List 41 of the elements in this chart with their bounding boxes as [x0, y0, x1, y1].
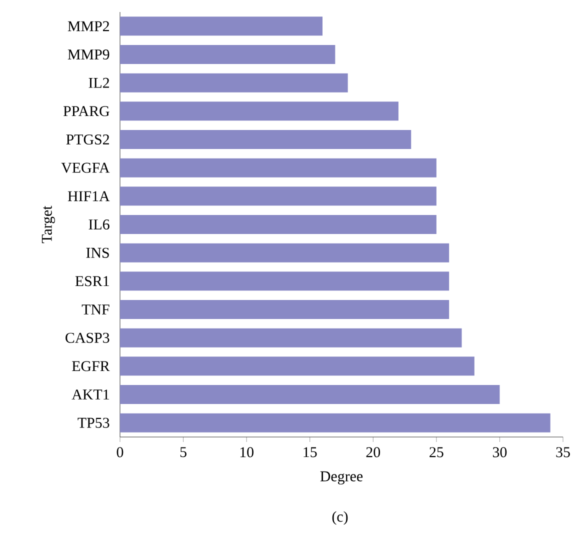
bar — [120, 158, 436, 178]
text: (c) — [332, 511, 348, 525]
x-tick-label: 30 — [492, 447, 507, 458]
bar — [120, 300, 450, 320]
y-tick-label: MMP2 — [68, 21, 109, 32]
bar — [120, 215, 436, 234]
bar — [120, 272, 450, 291]
x-tick-label: 15 — [304, 447, 317, 458]
x-tick-label: 0 — [116, 447, 124, 458]
bar — [120, 186, 436, 206]
bar — [120, 328, 462, 348]
y-tick-label: PTGS2 — [66, 134, 109, 145]
y-tick-label: MMP9 — [68, 49, 110, 60]
y-tick-label: TNF — [82, 304, 110, 314]
y-tick-label: IL2 — [88, 78, 109, 88]
bar — [120, 243, 450, 262]
bar — [120, 73, 348, 92]
bar — [120, 16, 323, 36]
y-tick-label: INS — [86, 248, 109, 258]
y-tick-label: EGFR — [72, 361, 110, 372]
bar — [120, 130, 412, 149]
bar — [120, 413, 550, 432]
bar — [120, 102, 398, 121]
y-tick-label: TP53 — [78, 418, 110, 428]
bar — [120, 385, 500, 404]
x-axis-title: Degree — [320, 471, 363, 484]
y-axis-title: Target — [42, 206, 55, 244]
y-tick-label: VEGFA — [61, 162, 110, 173]
x-tick-label: 20 — [366, 447, 380, 458]
y-tick-label: IL6 — [88, 219, 110, 230]
y-tick-label: PPARG — [63, 106, 110, 116]
y-tick-label: CASP3 — [66, 332, 110, 343]
bar — [120, 356, 474, 376]
y-tick-label: AKT1 — [72, 390, 109, 400]
x-tick-label: 35 — [556, 447, 570, 458]
bar — [120, 45, 336, 64]
x-tick-label: 10 — [240, 447, 254, 458]
x-tick-label: 25 — [430, 447, 444, 458]
y-tick-label: HIF1A — [68, 191, 110, 202]
y-tick-label: ESR1 — [75, 276, 109, 286]
x-tick-label: 5 — [180, 447, 186, 458]
